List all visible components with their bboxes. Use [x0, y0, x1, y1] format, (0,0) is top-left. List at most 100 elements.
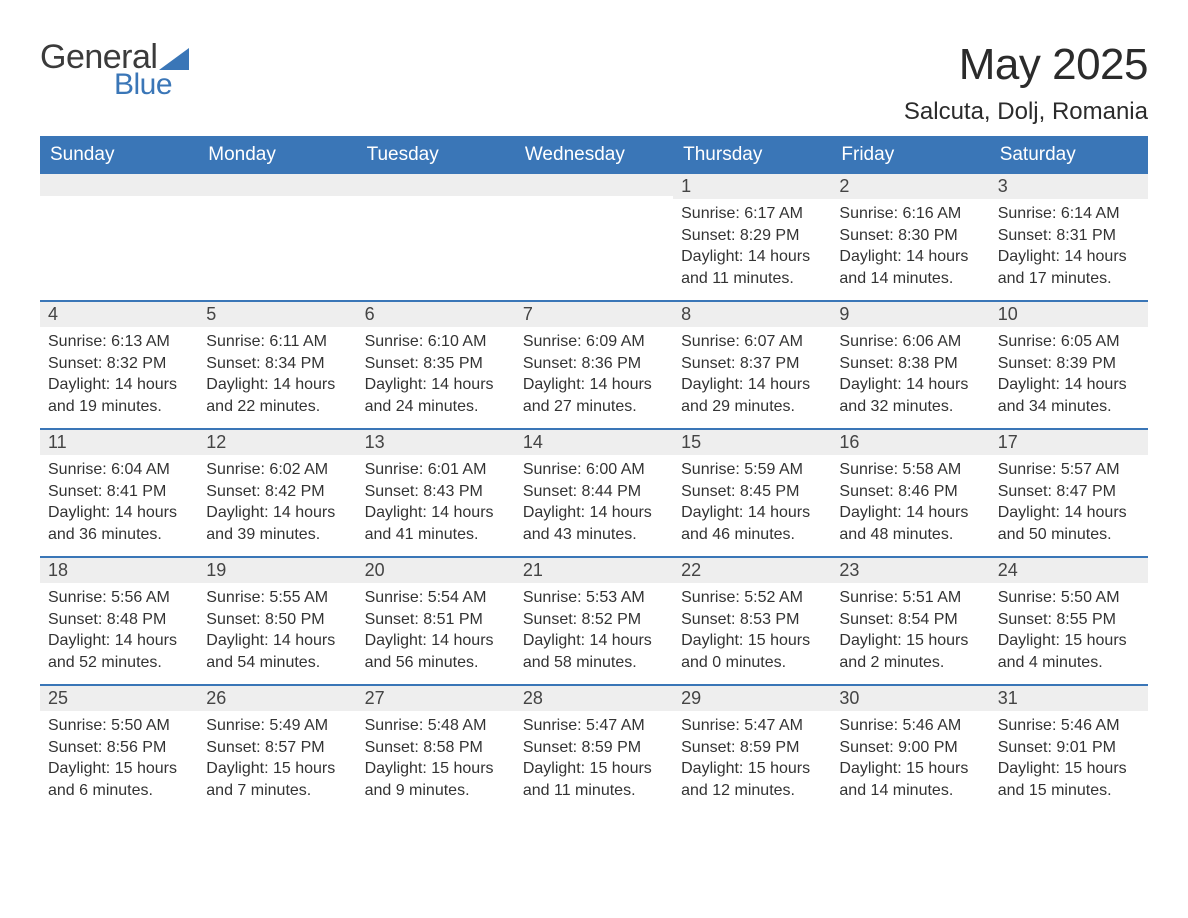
- sunrise-text: Sunrise: 6:07 AM: [681, 331, 823, 353]
- day-number: 25: [40, 684, 198, 711]
- day-number: 11: [40, 428, 198, 455]
- day-body: Sunrise: 6:00 AMSunset: 8:44 PMDaylight:…: [515, 455, 673, 553]
- daylight-text-2: and 58 minutes.: [523, 652, 665, 674]
- sunset-text: Sunset: 8:38 PM: [839, 353, 981, 375]
- brand-word-2: Blue: [114, 70, 172, 100]
- daylight-text-1: Daylight: 14 hours: [523, 502, 665, 524]
- sunrise-text: Sunrise: 6:04 AM: [48, 459, 190, 481]
- sunrise-text: Sunrise: 5:50 AM: [48, 715, 190, 737]
- sunrise-text: Sunrise: 5:51 AM: [839, 587, 981, 609]
- daylight-text-2: and 11 minutes.: [523, 780, 665, 802]
- day-number: 16: [831, 428, 989, 455]
- daylight-text-1: Daylight: 14 hours: [365, 630, 507, 652]
- day-header: Sunday: [40, 137, 198, 172]
- calendar-cell: 19Sunrise: 5:55 AMSunset: 8:50 PMDayligh…: [198, 556, 356, 684]
- sunset-text: Sunset: 8:54 PM: [839, 609, 981, 631]
- sunrise-text: Sunrise: 6:05 AM: [998, 331, 1140, 353]
- daylight-text-2: and 22 minutes.: [206, 396, 348, 418]
- day-number: 26: [198, 684, 356, 711]
- sunrise-text: Sunrise: 5:52 AM: [681, 587, 823, 609]
- sunset-text: Sunset: 8:44 PM: [523, 481, 665, 503]
- day-body: Sunrise: 6:01 AMSunset: 8:43 PMDaylight:…: [357, 455, 515, 553]
- daylight-text-2: and 15 minutes.: [998, 780, 1140, 802]
- calendar-cell: 27Sunrise: 5:48 AMSunset: 8:58 PMDayligh…: [357, 684, 515, 812]
- sunrise-text: Sunrise: 6:16 AM: [839, 203, 981, 225]
- calendar-row: 25Sunrise: 5:50 AMSunset: 8:56 PMDayligh…: [40, 684, 1148, 812]
- calendar-cell: 7Sunrise: 6:09 AMSunset: 8:36 PMDaylight…: [515, 300, 673, 428]
- daylight-text-1: Daylight: 14 hours: [681, 502, 823, 524]
- day-number: 28: [515, 684, 673, 711]
- calendar-cell: 30Sunrise: 5:46 AMSunset: 9:00 PMDayligh…: [831, 684, 989, 812]
- sunset-text: Sunset: 8:48 PM: [48, 609, 190, 631]
- day-number: 19: [198, 556, 356, 583]
- day-number: 24: [990, 556, 1148, 583]
- day-number: 15: [673, 428, 831, 455]
- calendar-cell: 18Sunrise: 5:56 AMSunset: 8:48 PMDayligh…: [40, 556, 198, 684]
- calendar-row: 18Sunrise: 5:56 AMSunset: 8:48 PMDayligh…: [40, 556, 1148, 684]
- sunrise-text: Sunrise: 5:56 AM: [48, 587, 190, 609]
- daylight-text-1: Daylight: 14 hours: [523, 374, 665, 396]
- sunset-text: Sunset: 8:53 PM: [681, 609, 823, 631]
- sunset-text: Sunset: 8:50 PM: [206, 609, 348, 631]
- day-body: Sunrise: 5:59 AMSunset: 8:45 PMDaylight:…: [673, 455, 831, 553]
- daylight-text-1: Daylight: 14 hours: [998, 246, 1140, 268]
- day-body: Sunrise: 5:52 AMSunset: 8:53 PMDaylight:…: [673, 583, 831, 681]
- sunset-text: Sunset: 8:58 PM: [365, 737, 507, 759]
- daylight-text-2: and 34 minutes.: [998, 396, 1140, 418]
- day-number: 6: [357, 300, 515, 327]
- daylight-text-2: and 17 minutes.: [998, 268, 1140, 290]
- title-block: May 2025 Salcuta, Dolj, Romania: [904, 40, 1148, 126]
- sunset-text: Sunset: 8:55 PM: [998, 609, 1140, 631]
- day-body: Sunrise: 5:46 AMSunset: 9:00 PMDaylight:…: [831, 711, 989, 809]
- calendar-cell: 10Sunrise: 6:05 AMSunset: 8:39 PMDayligh…: [990, 300, 1148, 428]
- calendar-cell: [40, 172, 198, 300]
- daylight-text-1: Daylight: 14 hours: [365, 502, 507, 524]
- calendar-cell: 31Sunrise: 5:46 AMSunset: 9:01 PMDayligh…: [990, 684, 1148, 812]
- day-body: Sunrise: 6:07 AMSunset: 8:37 PMDaylight:…: [673, 327, 831, 425]
- sunset-text: Sunset: 8:29 PM: [681, 225, 823, 247]
- daylight-text-1: Daylight: 15 hours: [206, 758, 348, 780]
- sunrise-text: Sunrise: 5:49 AM: [206, 715, 348, 737]
- day-header: Friday: [831, 137, 989, 172]
- daylight-text-1: Daylight: 15 hours: [839, 758, 981, 780]
- day-number-bar: [357, 172, 515, 196]
- sunrise-text: Sunrise: 6:11 AM: [206, 331, 348, 353]
- sunrise-text: Sunrise: 5:57 AM: [998, 459, 1140, 481]
- day-number: 2: [831, 172, 989, 199]
- day-body: [357, 196, 515, 284]
- daylight-text-1: Daylight: 15 hours: [523, 758, 665, 780]
- sunset-text: Sunset: 8:37 PM: [681, 353, 823, 375]
- calendar-cell: 8Sunrise: 6:07 AMSunset: 8:37 PMDaylight…: [673, 300, 831, 428]
- month-title: May 2025: [904, 40, 1148, 90]
- day-number: 5: [198, 300, 356, 327]
- day-number: 20: [357, 556, 515, 583]
- calendar-cell: 16Sunrise: 5:58 AMSunset: 8:46 PMDayligh…: [831, 428, 989, 556]
- sunrise-text: Sunrise: 6:06 AM: [839, 331, 981, 353]
- daylight-text-1: Daylight: 15 hours: [48, 758, 190, 780]
- daylight-text-1: Daylight: 15 hours: [998, 758, 1140, 780]
- daylight-text-2: and 54 minutes.: [206, 652, 348, 674]
- daylight-text-2: and 14 minutes.: [839, 268, 981, 290]
- calendar-cell: [198, 172, 356, 300]
- daylight-text-2: and 2 minutes.: [839, 652, 981, 674]
- calendar-cell: 2Sunrise: 6:16 AMSunset: 8:30 PMDaylight…: [831, 172, 989, 300]
- sunset-text: Sunset: 8:36 PM: [523, 353, 665, 375]
- sunrise-text: Sunrise: 5:59 AM: [681, 459, 823, 481]
- calendar-cell: 21Sunrise: 5:53 AMSunset: 8:52 PMDayligh…: [515, 556, 673, 684]
- daylight-text-1: Daylight: 14 hours: [681, 246, 823, 268]
- calendar-cell: 17Sunrise: 5:57 AMSunset: 8:47 PMDayligh…: [990, 428, 1148, 556]
- daylight-text-1: Daylight: 14 hours: [998, 374, 1140, 396]
- day-body: Sunrise: 6:02 AMSunset: 8:42 PMDaylight:…: [198, 455, 356, 553]
- day-body: Sunrise: 6:14 AMSunset: 8:31 PMDaylight:…: [990, 199, 1148, 297]
- calendar-cell: 20Sunrise: 5:54 AMSunset: 8:51 PMDayligh…: [357, 556, 515, 684]
- calendar-cell: 3Sunrise: 6:14 AMSunset: 8:31 PMDaylight…: [990, 172, 1148, 300]
- daylight-text-1: Daylight: 14 hours: [839, 374, 981, 396]
- calendar-cell: 25Sunrise: 5:50 AMSunset: 8:56 PMDayligh…: [40, 684, 198, 812]
- daylight-text-1: Daylight: 14 hours: [523, 630, 665, 652]
- daylight-text-2: and 29 minutes.: [681, 396, 823, 418]
- day-number: 1: [673, 172, 831, 199]
- calendar-cell: 28Sunrise: 5:47 AMSunset: 8:59 PMDayligh…: [515, 684, 673, 812]
- day-body: Sunrise: 6:17 AMSunset: 8:29 PMDaylight:…: [673, 199, 831, 297]
- calendar-row: 1Sunrise: 6:17 AMSunset: 8:29 PMDaylight…: [40, 172, 1148, 300]
- daylight-text-1: Daylight: 14 hours: [48, 630, 190, 652]
